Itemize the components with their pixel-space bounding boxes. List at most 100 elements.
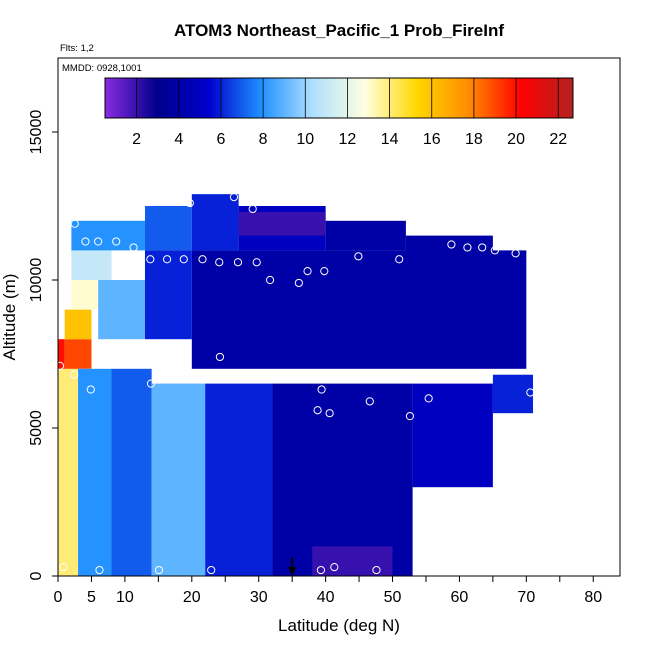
sample-point [129,204,138,214]
heatmap-cell [238,211,326,236]
sample-point [320,267,329,276]
heatmap-cell [272,383,339,576]
colorbar-tick-label: 14 [381,131,399,148]
sample-point [252,258,261,267]
chart-title: ATOM3 Northeast_Pacific_1 Prob_FireInf [174,21,504,40]
x-tick-label: 60 [451,589,469,606]
colorbar-tick-label: 12 [339,131,357,148]
colorbar-tick-label: 22 [549,131,567,148]
x-axis-label: Latitude (deg N) [278,616,400,635]
heatmap-cell [339,383,413,576]
sample-point [294,278,303,288]
sample-point [229,193,239,202]
sample-point [340,373,350,382]
sample-point [478,243,487,252]
heatmap-cell [492,374,534,414]
latitude-marker-arrow [288,557,297,576]
x-tick-label: 20 [183,589,201,606]
sample-point [70,219,79,228]
heatmap-cells [58,194,534,576]
sample-point [86,385,95,394]
y-axis: 0 5000 10000 15000 [28,110,58,580]
sample-point [215,352,225,362]
sample-point [207,565,216,575]
y-axis-label: Altitude (m) [0,274,19,361]
sample-point [490,246,499,255]
sample-point [317,385,326,394]
sample-point [198,255,207,264]
y-tick-label: 0 [28,571,45,580]
heatmap-cell [64,309,92,340]
sample-point [59,563,68,572]
heatmap-cell [58,339,65,369]
heatmap-cell [191,250,339,369]
x-tick-label: 40 [317,589,335,606]
sample-point [129,243,138,252]
sample-point [325,409,334,418]
x-tick-label: 50 [384,589,402,606]
y-tick-label: 15000 [28,110,45,155]
sample-point [424,394,433,403]
sample-points [55,193,535,575]
sample-point [179,255,188,264]
sample-point [526,388,535,397]
heatmap-cell [98,280,145,340]
sample-point [365,397,374,406]
sample-point [55,361,65,370]
sample-point [303,267,312,276]
heatmap-cell [64,339,92,369]
sample-point [248,204,257,214]
heatmap-cell [71,280,99,310]
sample-point [414,560,423,569]
sample-point [384,370,393,379]
x-tick-label: 0 [54,589,63,606]
heatmap-cell [312,546,393,576]
sample-point [94,237,103,246]
sample-point [463,243,472,252]
sample-point [162,255,172,264]
colorbar-gradient [104,77,574,119]
sample-point [81,237,90,246]
sample-point [146,255,155,264]
colorbar-tick-label: 6 [216,131,225,148]
heatmap-cell [339,250,527,369]
marker-head [288,567,297,576]
colorbar-tick-label: 4 [174,131,183,148]
heatmap-cell [144,206,192,251]
sample-point [316,565,326,575]
colorbar-tick-label: 18 [465,131,483,148]
heatmap-cell [205,383,273,576]
sample-point [447,240,456,249]
sample-point [112,237,121,246]
heatmap-cell [71,250,112,280]
colorbar-tick-label: 10 [296,131,314,148]
sample-point [265,275,275,285]
y-tick-label: 5000 [28,410,45,446]
x-tick-label: 30 [250,589,268,606]
sample-point [185,198,194,208]
sample-point [395,255,404,264]
colorbar-tick-label: 20 [507,131,525,148]
sample-point [313,406,322,415]
sample-point [354,252,363,261]
heatmap-cell [325,220,406,251]
colorbar-tick-label: 16 [423,131,441,148]
dates-annotation: MMDD: 0928,1001 [62,63,142,74]
sample-point [154,565,164,575]
sample-point [168,355,177,365]
sample-point [215,258,224,267]
x-tick-label: 70 [517,589,535,606]
sample-point [69,370,79,379]
heatmap-cell [191,194,239,251]
sample-point [106,352,115,362]
x-tick-label: 80 [584,589,602,606]
heatmap-cell [78,368,112,576]
heatmap-cell [71,220,145,251]
sample-point [197,373,206,382]
colorbar-tick-label: 2 [132,131,141,148]
flights-annotation: Flts: 1,2 [60,43,94,54]
x-tick-label: 5 [87,589,96,606]
sample-point [372,565,381,575]
y-tick-label: 10000 [28,258,45,303]
